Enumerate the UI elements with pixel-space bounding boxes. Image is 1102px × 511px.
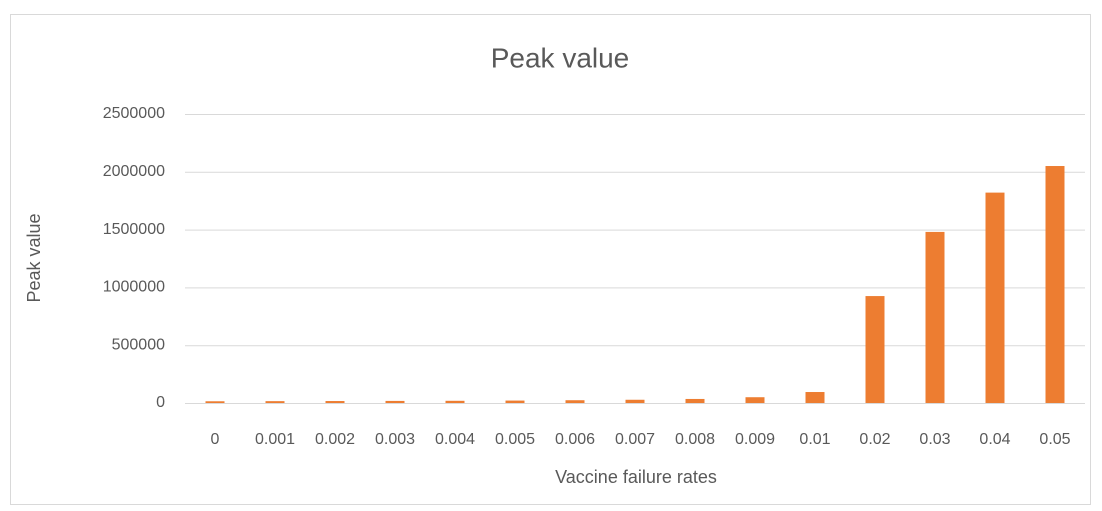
bar	[385, 400, 405, 403]
bar	[445, 400, 465, 403]
bar	[805, 392, 825, 403]
bar	[205, 401, 225, 403]
x-tick-label: 0.02	[859, 431, 890, 448]
bar	[265, 401, 285, 403]
x-tick-label: 0	[211, 431, 220, 448]
y-tick-label: 2000000	[103, 163, 165, 180]
chart-title: Peak value	[491, 42, 630, 73]
y-tick-label: 500000	[112, 336, 165, 353]
x-tick-label: 0.003	[375, 431, 415, 448]
x-tick-label: 0.008	[675, 431, 715, 448]
bar	[745, 397, 765, 403]
y-tick-label: 1000000	[103, 279, 165, 296]
x-tick-label: 0.006	[555, 431, 595, 448]
x-tick-label: 0.03	[919, 431, 950, 448]
x-tick-label: 0.004	[435, 431, 475, 448]
x-tick-label: 0.001	[255, 431, 295, 448]
x-tick-label: 0.002	[315, 431, 355, 448]
x-tick-label: 0.007	[615, 431, 655, 448]
y-axis-title: Peak value	[24, 213, 44, 302]
x-tick-label: 0.005	[495, 431, 535, 448]
x-tick-label: 0.01	[799, 431, 830, 448]
bar	[625, 399, 645, 403]
bar	[865, 296, 885, 403]
x-tick-label: 0.009	[735, 431, 775, 448]
bar	[325, 401, 345, 403]
x-tick-label: 0.04	[979, 431, 1010, 448]
x-tick-label: 0.05	[1039, 431, 1070, 448]
bar	[505, 400, 525, 403]
bar	[565, 400, 585, 403]
y-tick-label: 0	[156, 394, 165, 411]
y-tick-label: 2500000	[103, 105, 165, 122]
bar	[985, 192, 1005, 403]
chart-border	[10, 14, 1091, 505]
y-tick-label: 1500000	[103, 221, 165, 238]
bar	[925, 231, 945, 403]
x-axis-title: Vaccine failure rates	[555, 467, 717, 487]
bar	[1045, 166, 1065, 403]
bar	[685, 398, 705, 403]
